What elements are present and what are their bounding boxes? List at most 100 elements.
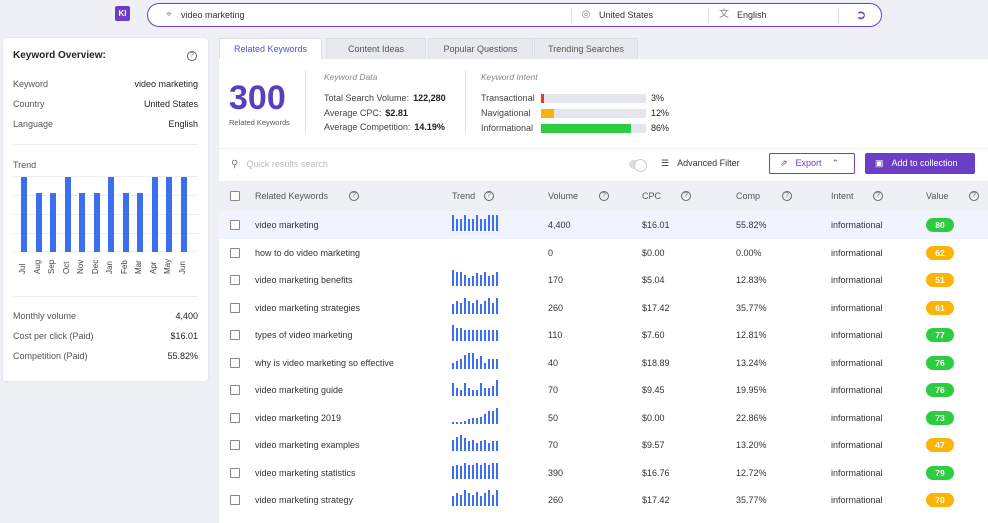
intent-cell: informational (831, 440, 883, 450)
app-logo[interactable]: KI (115, 6, 130, 21)
help-icon[interactable]: ? (681, 191, 691, 201)
col-value[interactable]: Value (926, 191, 949, 201)
tab-content-ideas[interactable]: Content Ideas (326, 38, 426, 60)
row-checkbox[interactable] (230, 385, 240, 395)
quick-search-input[interactable]: ⚲ Quick results search (231, 159, 328, 170)
keyword-input[interactable]: video marketing (181, 10, 245, 20)
value-badge: 70 (926, 493, 954, 507)
row-checkbox[interactable] (230, 412, 240, 423)
toggle-switch[interactable] (629, 159, 647, 172)
value-badge: 80 (926, 218, 954, 232)
help-icon[interactable]: ? (873, 191, 883, 201)
table-row[interactable]: types of video marketing 110 $7.60 12.81% in… (219, 321, 988, 349)
country-select[interactable]: United States (599, 10, 654, 20)
help-icon[interactable]: ? (782, 191, 792, 201)
intent-label: Navigational (481, 108, 531, 118)
row-checkbox[interactable] (230, 330, 240, 340)
keyword-cell[interactable]: video marketing benefits (255, 275, 353, 285)
sparkline-bar (472, 417, 474, 424)
sparkline-bar (488, 490, 490, 506)
comp-cell: 55.82% (736, 220, 767, 230)
sparkline-bar (456, 388, 458, 396)
keyword-cell[interactable]: video marketing (255, 220, 319, 230)
col-cpc[interactable]: CPC (642, 191, 662, 201)
language-select[interactable]: English (737, 10, 767, 20)
tab-trending-searches[interactable]: Trending Searches (534, 38, 638, 60)
keyword-cell[interactable]: how to do video marketing (255, 247, 361, 258)
keyword-cell[interactable]: video marketing strategies (255, 302, 361, 313)
keyword-cell[interactable]: video marketing examples (255, 440, 360, 450)
sparkline-bar (492, 215, 494, 231)
table-row[interactable]: video marketing statistics 390 $16.76 12.72… (219, 459, 988, 487)
sparkline-bar (456, 421, 458, 424)
export-button[interactable]: ⇗ Export ⌃ (769, 153, 855, 174)
help-icon[interactable]: ? (969, 191, 979, 201)
row-checkbox[interactable] (230, 440, 240, 450)
table-row[interactable]: video marketing examples 70 $9.57 13.20% inf… (219, 431, 988, 459)
row-checkbox[interactable] (230, 275, 240, 285)
keyword-cell[interactable]: types of video marketing (255, 330, 353, 340)
row-checkbox[interactable] (230, 247, 240, 258)
trend-sparkline (452, 215, 502, 231)
keyword-cell[interactable]: video marketing guide (255, 385, 344, 395)
sparkline-bar (480, 330, 482, 341)
col-keyword[interactable]: Related Keywords (255, 191, 329, 201)
sparkline-bar (476, 299, 478, 314)
tab-related-keywords[interactable]: Related Keywords (219, 38, 322, 60)
col-comp[interactable]: Comp (736, 191, 761, 201)
value-badge: 47 (926, 438, 954, 452)
filter-icon: ☰ (661, 158, 670, 168)
table-row[interactable]: how to do video marketing 0 $0.00 0.00% info… (219, 239, 988, 267)
col-trend[interactable]: Trend (452, 191, 476, 201)
table-row[interactable]: video marketing benefits 170 $5.04 12.83% in… (219, 266, 988, 294)
value-badge: 77 (926, 328, 954, 342)
top-bar: KI ⌖ video marketing ◎ United States 文 E… (0, 0, 988, 30)
volume-cell: 390 (548, 467, 564, 478)
sparkline-bar (484, 493, 486, 506)
sparkline-bar (488, 410, 490, 424)
row-checkbox[interactable] (230, 495, 240, 505)
help-icon[interactable]: ? (187, 51, 197, 61)
col-intent[interactable]: Intent (831, 191, 854, 201)
related-count-label: Related Keywords (229, 118, 290, 127)
comp-cell: 0.00% (736, 247, 762, 258)
sparkline-bar (484, 413, 486, 424)
comp-cell: 13.24% (736, 357, 767, 368)
table-row[interactable]: video marketing 4,400 $16.01 55.82% informat… (219, 211, 988, 239)
volume-cell: 70 (548, 385, 559, 395)
advanced-filter-label: Advanced Filter (677, 158, 740, 168)
sparkline-bar (452, 215, 454, 231)
row-checkbox[interactable] (230, 220, 240, 230)
row-checkbox[interactable] (230, 302, 240, 313)
keyword-cell[interactable]: video marketing statistics (255, 467, 356, 478)
arrow-go-icon[interactable]: ➲ (855, 7, 867, 22)
help-icon[interactable]: ? (349, 191, 359, 201)
col-volume[interactable]: Volume (548, 191, 579, 201)
row-checkbox[interactable] (230, 357, 240, 368)
sparkline-bar (472, 440, 474, 451)
sparkline-bar (460, 219, 462, 231)
row-checkbox[interactable] (230, 467, 240, 478)
tab-popular-questions[interactable]: Popular Questions (428, 38, 533, 60)
table-row[interactable]: video marketing strategy 260 $17.42 35.77% i… (219, 486, 988, 514)
table-row[interactable]: video marketing 2019 50 $0.00 22.86% informa… (219, 404, 988, 432)
help-icon[interactable]: ? (599, 191, 609, 201)
table-row[interactable]: why is video marketing so effective 40 $18… (219, 349, 988, 377)
table-row[interactable]: video marketing strategies 260 $17.42 35.77… (219, 294, 988, 322)
select-all-checkbox[interactable] (230, 191, 240, 201)
kd-average-competition: Average Competition: 14.19% (324, 122, 445, 132)
keyword-search-bar[interactable]: ⌖ video marketing ◎ United States 文 Engl… (147, 3, 882, 27)
sparkline-bar (492, 358, 494, 369)
help-icon[interactable]: ? (484, 191, 494, 201)
add-to-collection-button[interactable]: ▣ Add to collection (865, 153, 975, 174)
sparkline-bar (460, 302, 462, 314)
sparkline-bar (472, 276, 474, 286)
keyword-cell[interactable]: video marketing 2019 (255, 412, 342, 423)
table-row[interactable]: video marketing guide 70 $9.45 19.95% inform… (219, 376, 988, 404)
keyword-cell[interactable]: video marketing strategy (255, 495, 354, 505)
advanced-filter-button[interactable]: ☰ Advanced Filter (661, 158, 740, 169)
keyword-cell[interactable]: why is video marketing so effective (255, 357, 394, 368)
sparkline-bar (496, 462, 498, 479)
cpc-cell: $0.00 (642, 412, 665, 423)
overview-key: Keyword (13, 79, 49, 89)
